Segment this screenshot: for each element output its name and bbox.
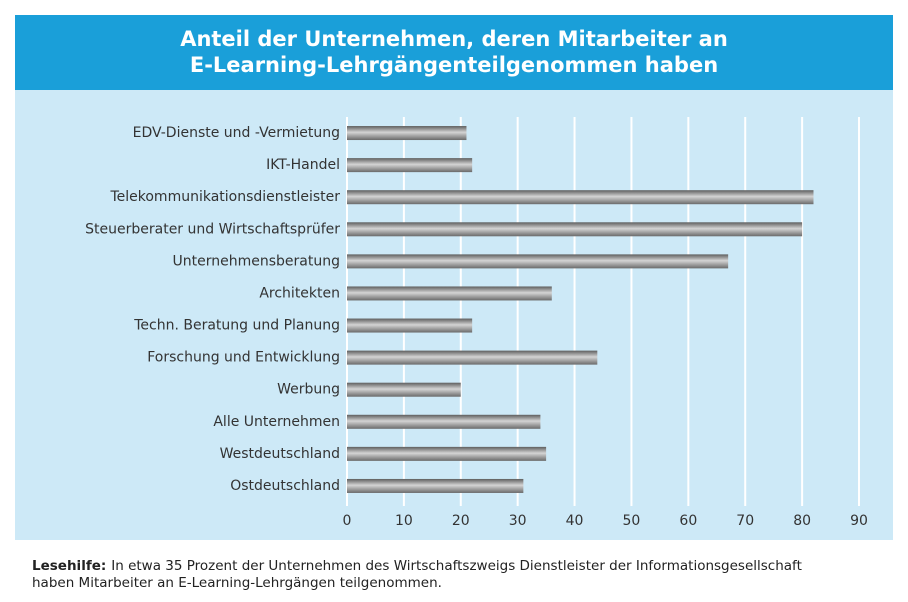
x-tick-label: 20	[452, 513, 470, 529]
bar	[347, 254, 729, 269]
y-tick-label: Ostdeutschland	[230, 478, 340, 494]
y-tick-label: Steuerberater und Wirtschaftsprüfer	[85, 221, 340, 237]
bar	[347, 126, 467, 141]
bar	[347, 382, 461, 397]
bar	[347, 286, 552, 301]
x-tick-label: 70	[736, 513, 754, 529]
x-tick-label: 0	[343, 513, 352, 529]
x-tick-label: 90	[850, 513, 868, 529]
bar	[347, 478, 524, 493]
y-tick-label: Unternehmensberatung	[173, 253, 340, 269]
bar	[347, 414, 541, 429]
title-band	[15, 15, 893, 90]
bar	[347, 190, 814, 205]
y-tick-label: EDV-Dienste und -Vermietung	[133, 125, 340, 141]
chart-title: E-Learning-Lehrgängenteilgenommen haben	[190, 53, 718, 77]
x-tick-label: 10	[395, 513, 413, 529]
y-tick-label: Architekten	[259, 285, 340, 301]
x-tick-label: 60	[679, 513, 697, 529]
plot-panel	[15, 90, 893, 540]
x-tick-label: 80	[793, 513, 811, 529]
note-text: In etwa 35 Prozent der Unternehmen des W…	[111, 558, 802, 574]
y-tick-label: Westdeutschland	[220, 446, 340, 462]
bar	[347, 446, 547, 461]
chart-title: Anteil der Unternehmen, deren Mitarbeite…	[180, 27, 728, 51]
bar	[347, 158, 473, 173]
note-label: Lesehilfe:	[32, 558, 106, 574]
y-tick-label: Techn. Beratung und Planung	[133, 318, 340, 334]
y-tick-label: IKT-Handel	[266, 157, 340, 173]
bar	[347, 350, 598, 365]
y-tick-label: Werbung	[277, 382, 340, 398]
y-tick-label: Telekommunikationsdienstleister	[109, 189, 340, 205]
bar	[347, 222, 803, 237]
y-tick-label: Alle Unternehmen	[213, 414, 340, 430]
x-tick-label: 30	[509, 513, 527, 529]
note: Lesehilfe: In etwa 35 Prozent der Unterne…	[32, 558, 802, 574]
x-tick-label: 40	[566, 513, 584, 529]
bar	[347, 318, 473, 333]
x-tick-label: 50	[623, 513, 641, 529]
y-tick-label: Forschung und Entwicklung	[147, 350, 340, 366]
note-text: haben Mitarbeiter an E-Learning-Lehrgäng…	[32, 575, 442, 591]
plot: 0 10 20 30 40 50 60 70 80 90 EDV-Dienste und -Verm…	[85, 117, 868, 529]
